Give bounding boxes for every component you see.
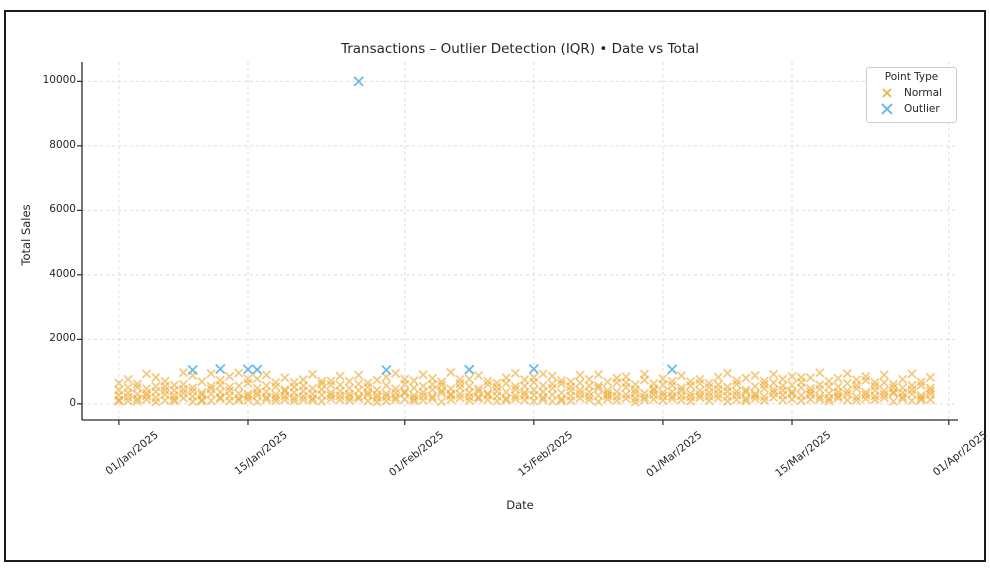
chart-frame <box>4 10 986 562</box>
axis-tick-marks <box>77 80 950 425</box>
y-tick-label: 0 <box>69 396 76 409</box>
normal-marker-icon <box>882 88 892 98</box>
y-tick-label: 4000 <box>49 267 76 280</box>
legend-title: Point Type <box>884 71 939 83</box>
y-tick-label: 8000 <box>49 138 76 151</box>
legend-label-outlier: Outlier <box>904 103 940 115</box>
chart-title: Transactions – Outlier Detection (IQR) •… <box>340 41 700 57</box>
outlier-points-series <box>187 76 678 376</box>
gridlines <box>82 62 958 420</box>
normal-points-series <box>114 367 935 407</box>
y-tick-label: 6000 <box>49 203 76 216</box>
legend-box: Point Type Normal Outlier <box>866 67 957 123</box>
y-tick-label: 10000 <box>42 74 76 87</box>
legend-entry-normal: Normal <box>867 85 956 101</box>
legend-entry-outlier: Outlier <box>867 101 956 117</box>
y-tick-label: 2000 <box>49 332 76 345</box>
x-axis-label: Date <box>506 498 534 512</box>
axes-spines <box>81 62 958 421</box>
outlier-marker-icon <box>881 103 893 115</box>
legend-label-normal: Normal <box>904 87 942 99</box>
